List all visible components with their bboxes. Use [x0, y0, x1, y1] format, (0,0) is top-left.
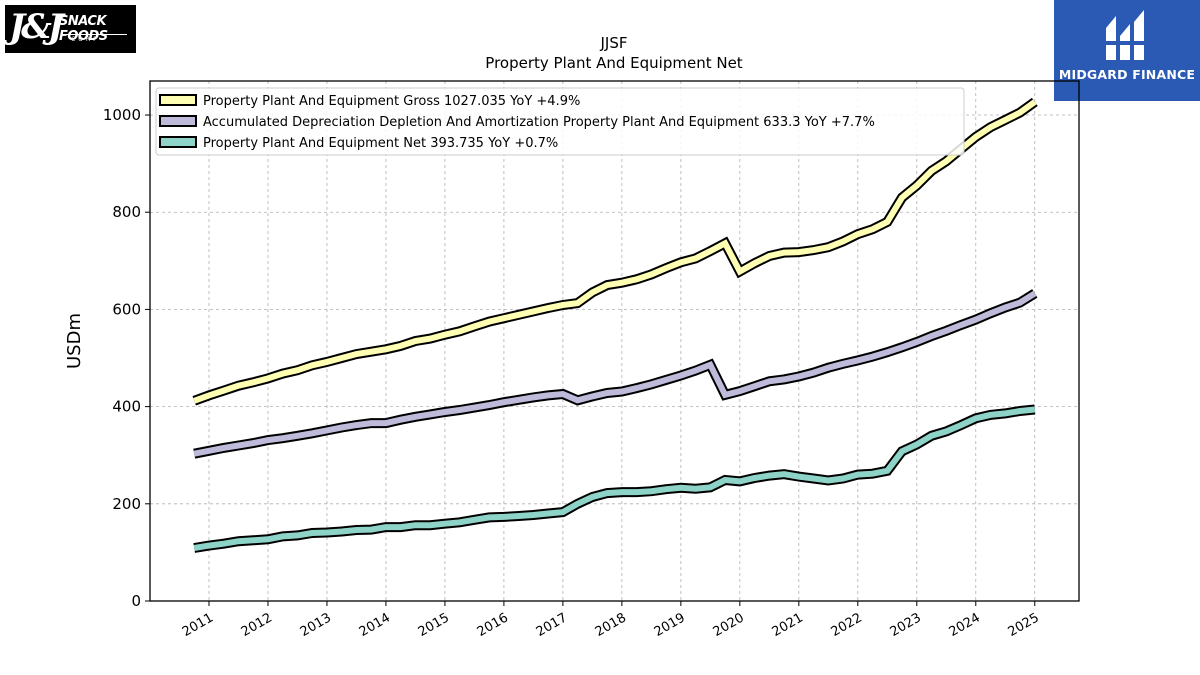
midgard-mark-icon [1104, 10, 1146, 60]
x-tick-label: 2014 [357, 610, 393, 640]
chart-title: JJSF [600, 34, 628, 52]
series-line-0 [193, 99, 1037, 404]
logo-corp-text: CORP [71, 36, 100, 43]
x-tick-label: 2021 [770, 610, 806, 640]
series-lines [192, 97, 1038, 553]
legend-swatch [159, 115, 197, 127]
legend-swatch [159, 136, 197, 148]
y-axis-label: USDm [64, 313, 85, 369]
y-tick-label: 600 [112, 300, 141, 318]
x-tick-label: 2023 [888, 610, 924, 640]
midgard-finance-logo: MIDGARD FINANCE [1054, 0, 1200, 101]
x-tick-label: 2018 [593, 610, 629, 640]
legend-entry: Property Plant And Equipment Gross 1027.… [203, 94, 580, 109]
logo-main-text: J&J [9, 7, 64, 47]
x-tick-label: 2012 [239, 610, 275, 640]
x-tick-label: 2024 [947, 610, 983, 640]
logo-name: MIDGARD FINANCE [1058, 67, 1196, 82]
y-tick-label: 400 [112, 398, 141, 416]
grid [150, 81, 1079, 602]
logo-rule [61, 34, 127, 35]
legend-swatch [159, 94, 197, 106]
x-tick-label: 2016 [475, 610, 511, 640]
series-line-2 [193, 406, 1036, 551]
logo-sub-text: SNACK FOODS [59, 14, 108, 44]
y-tick-label: 800 [112, 203, 141, 221]
x-tick-label: 2013 [298, 610, 334, 640]
x-axis-ticks: 2011 2012 2013 2014 2015 2016 2017 2018 2019 2020… [180, 601, 1042, 640]
legend-entry: Property Plant And Equipment Net 393.735… [203, 136, 558, 151]
legend-box [155, 87, 965, 156]
plot-frame [149, 80, 1080, 602]
jj-snack-foods-logo: J&J SNACK FOODS CORP [5, 5, 136, 53]
series-line-1 [193, 290, 1037, 457]
y-tick-label: 200 [112, 495, 141, 513]
x-tick-label: 2022 [829, 610, 865, 640]
x-tick-label: 2015 [416, 610, 452, 640]
y-tick-label: 1000 [103, 106, 141, 124]
x-tick-label: 2011 [180, 610, 216, 640]
x-tick-label: 2017 [534, 610, 570, 640]
x-tick-label: 2020 [711, 610, 747, 640]
legend: Property Plant And Equipment Gross 1027.… [155, 87, 965, 156]
y-tick-label: 0 [131, 592, 141, 610]
legend-entry: Accumulated Depreciation Depletion And A… [203, 115, 875, 130]
x-tick-label: 2019 [652, 610, 688, 640]
y-axis-ticks: 0 200 400 600 800 1000 [103, 106, 150, 610]
x-tick-label: 2025 [1006, 610, 1042, 640]
chart-subtitle: Property Plant And Equipment Net [485, 54, 742, 72]
